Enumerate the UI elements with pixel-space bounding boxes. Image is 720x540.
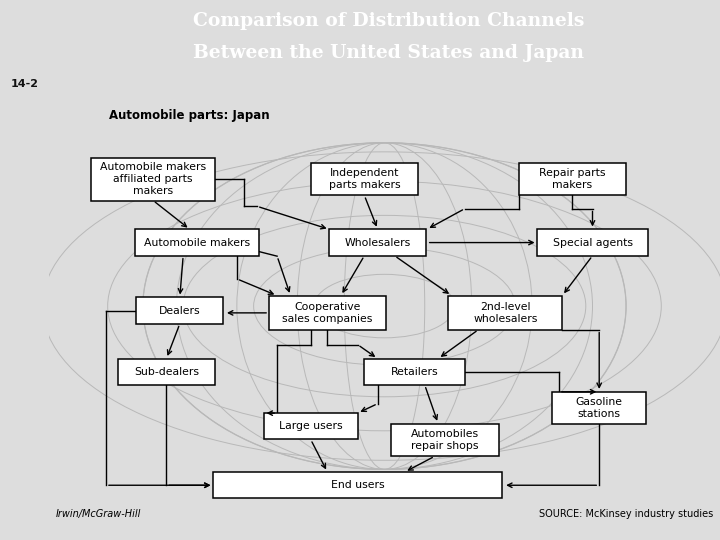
FancyBboxPatch shape: [213, 472, 502, 498]
FancyBboxPatch shape: [310, 163, 418, 195]
FancyBboxPatch shape: [518, 163, 626, 195]
FancyBboxPatch shape: [269, 296, 386, 330]
FancyBboxPatch shape: [136, 298, 223, 324]
FancyBboxPatch shape: [118, 359, 215, 385]
Text: Retailers: Retailers: [391, 367, 438, 377]
FancyBboxPatch shape: [449, 296, 562, 330]
Text: Dealers: Dealers: [159, 306, 201, 315]
Text: SOURCE: McKinsey industry studies: SOURCE: McKinsey industry studies: [539, 509, 714, 519]
Text: Repair parts
makers: Repair parts makers: [539, 168, 606, 190]
Text: Comparison of Distribution Channels: Comparison of Distribution Channels: [193, 12, 585, 30]
FancyBboxPatch shape: [264, 413, 358, 440]
Text: Large users: Large users: [279, 421, 343, 431]
Text: Automobile parts: Japan: Automobile parts: Japan: [109, 109, 270, 122]
Text: Independent
parts makers: Independent parts makers: [328, 168, 400, 190]
Text: Wholesalers: Wholesalers: [345, 238, 411, 247]
FancyBboxPatch shape: [135, 230, 258, 256]
Text: Sub-dealers: Sub-dealers: [134, 367, 199, 377]
Text: Automobile makers: Automobile makers: [143, 238, 250, 247]
FancyBboxPatch shape: [391, 423, 498, 456]
FancyBboxPatch shape: [552, 392, 646, 424]
FancyBboxPatch shape: [91, 158, 215, 200]
FancyBboxPatch shape: [329, 230, 426, 256]
Text: Between the United States and Japan: Between the United States and Japan: [193, 44, 585, 62]
Text: Special agents: Special agents: [552, 238, 632, 247]
Text: Gasoline
stations: Gasoline stations: [576, 397, 623, 419]
FancyBboxPatch shape: [537, 230, 648, 256]
FancyBboxPatch shape: [364, 359, 465, 385]
Text: Cooperative
sales companies: Cooperative sales companies: [282, 302, 373, 323]
Text: End users: End users: [330, 480, 384, 490]
Text: 14-2: 14-2: [11, 79, 38, 89]
Text: 2nd-level
wholesalers: 2nd-level wholesalers: [473, 302, 537, 323]
Text: Irwin/McGraw-Hill: Irwin/McGraw-Hill: [55, 509, 141, 519]
Text: Automobiles
repair shops: Automobiles repair shops: [411, 429, 479, 451]
Text: Automobile makers
affiliated parts
makers: Automobile makers affiliated parts maker…: [100, 163, 206, 195]
